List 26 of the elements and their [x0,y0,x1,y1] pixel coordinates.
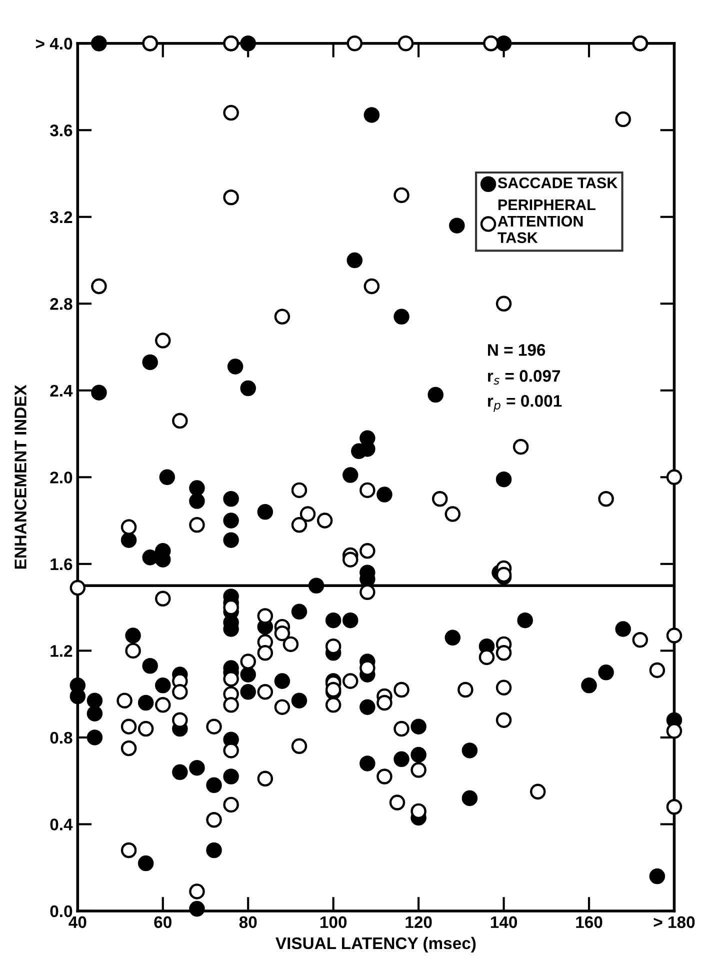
y-tick-label: 2.4 [50,384,73,396]
y-tick-label: 2.0 [50,472,72,484]
y-axis-title: ENHANCEMENT INDEX [14,384,26,569]
y-tick-label: 1.2 [50,645,72,657]
y-tick-label: 3.2 [50,211,72,224]
y-tick-label: 0.8 [50,732,72,744]
x-tick-label: 80 [239,916,257,928]
annotation: r$_{s}$ = 0.097 [488,370,560,385]
legend-label: PERIPHERAL ATTENTION TASK [498,200,596,244]
y-tick-label: 0.4 [50,818,73,830]
x-tick-label: 40 [68,916,86,928]
y-tick-label: 1.6 [50,558,72,570]
annotation: r$_{p}$ = 0.001 [488,395,562,412]
y-tick-label: > 4.0 [36,38,72,50]
y-tick-label: 0.0 [50,905,72,918]
x-tick-label: 120 [406,916,432,928]
legend-label: SACCADE TASK [498,177,618,188]
x-tick-label: 60 [154,916,172,928]
x-axis-title: VISUAL LATENCY (msec) [276,936,476,952]
y-tick-label: 2.8 [50,298,72,310]
annotation: N = 196 [488,344,546,356]
x-tick-label: 100 [320,916,347,928]
x-tick-label: > 180 [654,916,695,928]
x-tick-label: 140 [490,916,518,928]
y-tick-label: 3.6 [50,124,72,136]
x-tick-label: 160 [576,916,602,928]
